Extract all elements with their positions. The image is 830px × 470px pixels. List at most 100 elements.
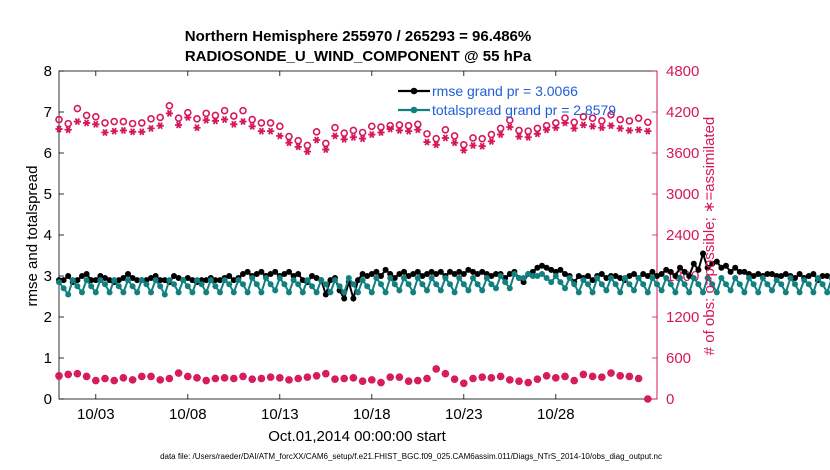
assimilated-obs-point — [73, 117, 81, 126]
data-point — [148, 289, 154, 296]
possible-obs-point — [82, 111, 91, 120]
chart-title-line-2: RADIOSONDE_U_WIND_COMPONENT @ 55 hPa — [185, 48, 532, 65]
data-point — [125, 270, 131, 277]
data-point — [207, 277, 214, 284]
assimilated-obs-point — [451, 375, 459, 383]
assimilated-obs-point — [55, 125, 63, 133]
data-point — [474, 281, 481, 288]
data-point — [654, 273, 660, 279]
legend: rmse grand pr = 3.0066 totalspread grand … — [398, 83, 616, 118]
data-point — [704, 264, 711, 271]
data-point — [819, 281, 826, 288]
data-point — [161, 277, 168, 284]
data-point — [723, 281, 729, 288]
possible-obs-point — [570, 118, 579, 127]
assimilated-obs-point — [138, 128, 146, 136]
data-point — [483, 275, 490, 282]
assimilated-obs-point — [313, 136, 321, 144]
assimilated-obs-point — [543, 372, 551, 380]
data-point — [341, 289, 348, 296]
assimilated-obs-point — [570, 376, 578, 385]
assimilated-obs-point — [368, 130, 376, 139]
data-point — [718, 275, 725, 282]
legend-label: rmse grand pr = 3.0066 — [432, 83, 578, 99]
data-point — [74, 277, 81, 284]
data-point — [566, 275, 573, 282]
data-point — [184, 283, 191, 290]
data-point — [677, 264, 683, 271]
data-point — [258, 268, 265, 275]
data-point — [414, 275, 421, 282]
possible-obs-point — [266, 119, 275, 127]
data-point — [792, 281, 798, 288]
data-point — [529, 273, 536, 279]
data-point — [686, 289, 693, 296]
data-point — [433, 270, 440, 277]
data-point — [465, 266, 472, 273]
data-point — [244, 289, 251, 296]
data-point — [824, 289, 830, 296]
assimilated-obs-point — [497, 130, 505, 139]
data-point — [235, 277, 242, 284]
data-point — [677, 275, 683, 282]
data-point — [506, 270, 513, 277]
assimilated-obs-point — [598, 124, 606, 132]
assimilated-obs-point — [147, 124, 155, 132]
data-point — [272, 287, 279, 294]
data-point — [552, 273, 559, 279]
assimilated-obs-point — [248, 375, 256, 383]
assimilated-obs-point — [138, 372, 146, 381]
data-point — [589, 277, 596, 284]
data-point — [313, 289, 320, 296]
right-y-tick-label: 0 — [666, 391, 674, 408]
assimilated-obs-point — [276, 132, 284, 140]
data-point — [451, 289, 458, 296]
data-point — [723, 262, 729, 269]
data-point — [180, 277, 187, 284]
right-y-tick-label: 3000 — [666, 186, 699, 203]
data-point — [152, 277, 159, 284]
data-point — [410, 289, 417, 296]
data-point — [612, 281, 619, 288]
assimilated-obs-point — [239, 372, 247, 381]
assimilated-obs-point — [202, 116, 210, 124]
data-point — [704, 275, 711, 282]
data-point — [295, 270, 302, 277]
possible-obs-point — [312, 128, 321, 136]
possible-obs-point — [220, 106, 229, 115]
assimilated-obs-point — [55, 372, 63, 381]
assimilated-obs-point — [469, 374, 477, 383]
assimilated-obs-point — [395, 373, 403, 381]
data-point — [240, 281, 246, 288]
data-point — [175, 275, 182, 282]
possible-obs-point — [349, 126, 358, 135]
possible-obs-point — [607, 110, 615, 119]
data-point — [539, 270, 545, 277]
assimilated-obs-point — [405, 377, 413, 385]
data-point — [327, 289, 334, 296]
assimilated-obs-point — [313, 372, 321, 380]
series-obs-count-3 — [55, 109, 652, 156]
assimilated-obs-point — [294, 143, 302, 151]
assimilated-obs-point — [423, 138, 431, 146]
data-point — [520, 279, 527, 286]
assimilated-obs-point — [230, 120, 238, 128]
assimilated-obs-point — [487, 137, 495, 145]
possible-obs-point — [73, 104, 82, 113]
data-point — [396, 287, 403, 294]
assimilated-obs-point — [322, 370, 330, 378]
assimilated-obs-point — [92, 376, 100, 385]
data-point — [138, 277, 145, 284]
possible-obs-point — [423, 130, 431, 138]
assimilated-obs-point — [368, 376, 376, 384]
assimilated-obs-point — [478, 142, 486, 150]
possible-obs-point — [367, 122, 376, 131]
data-point — [428, 275, 435, 282]
data-point — [401, 275, 407, 282]
x-tick-label: 10/13 — [261, 406, 299, 423]
assimilated-obs-point — [478, 373, 486, 381]
data-point — [529, 268, 536, 275]
assimilated-obs-point — [644, 127, 652, 135]
assimilated-obs-point — [294, 374, 302, 383]
assimilated-obs-point — [515, 133, 523, 141]
